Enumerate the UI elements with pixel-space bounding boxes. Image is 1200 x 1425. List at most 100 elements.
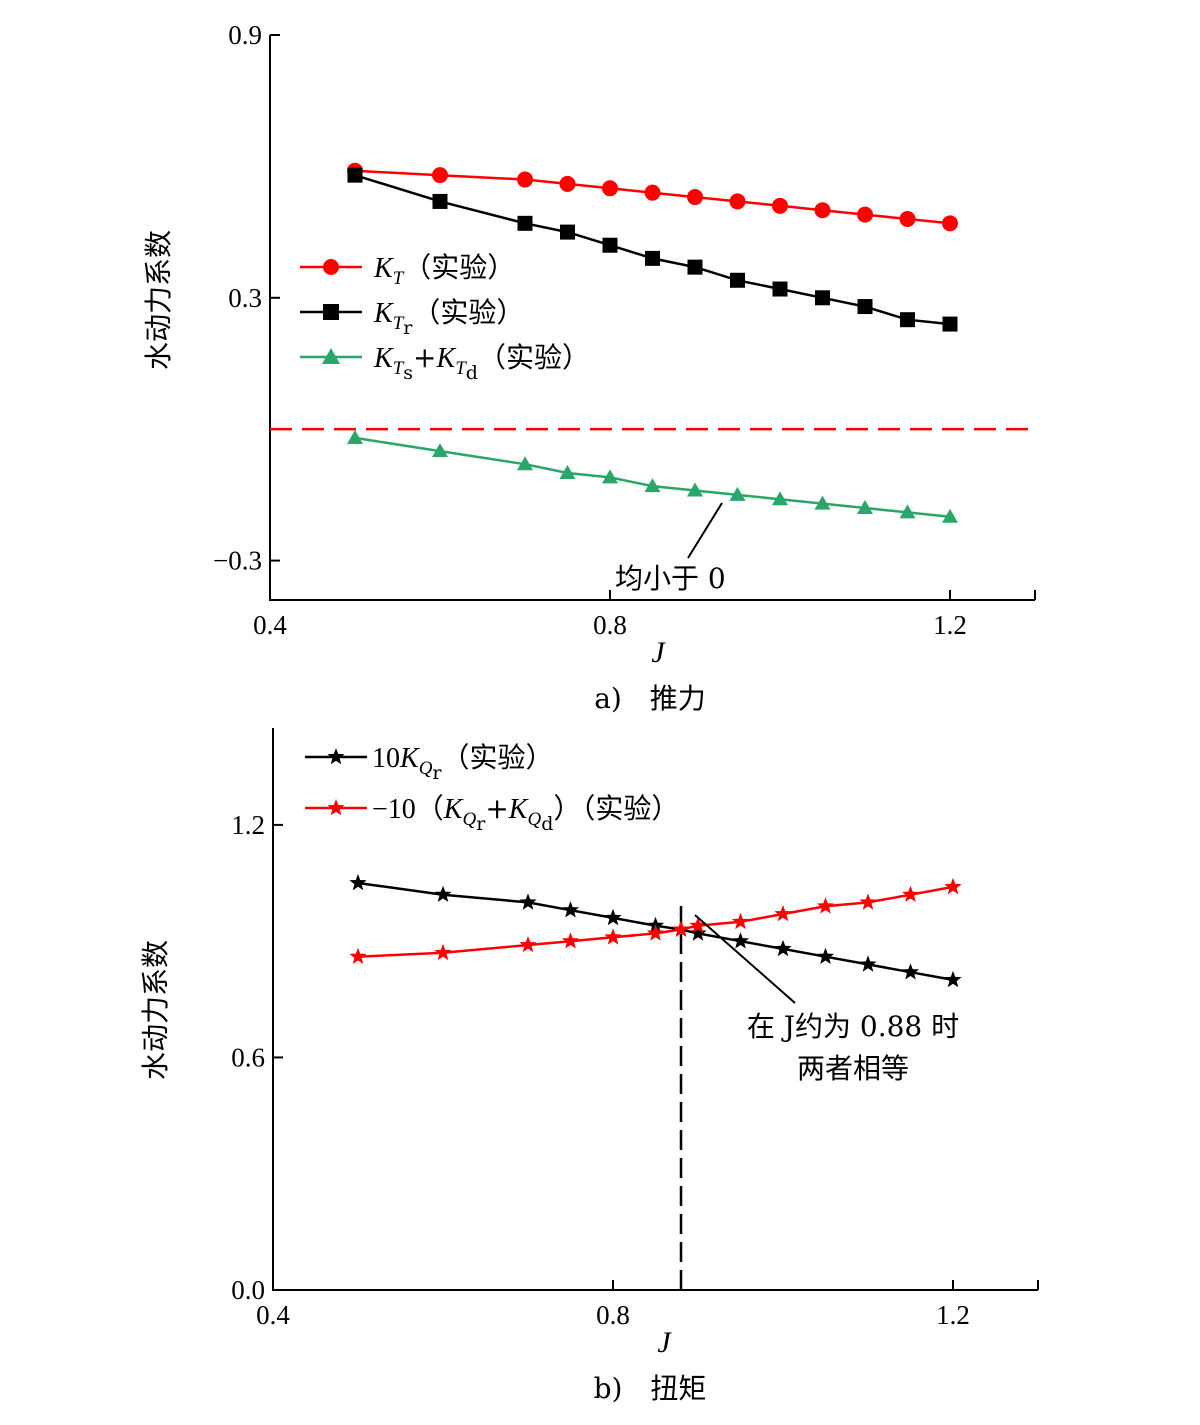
legend-10kqr-prefix: 10 (372, 743, 400, 774)
data-point (559, 175, 576, 192)
data-point (774, 905, 792, 922)
data-point (672, 920, 690, 937)
legend-item-kt: KT（实验） (300, 251, 515, 289)
x-tick-label: 0.4 (256, 1300, 290, 1330)
svg-text:KT（实验）: KT（实验） (373, 251, 515, 289)
data-point (517, 171, 533, 188)
legend-item-neg10: −10（KQr+KQd）（实验） (305, 792, 679, 835)
data-point (857, 299, 873, 315)
data-point (899, 210, 916, 227)
thrust-caption: a) 推力 (594, 682, 706, 715)
y-tick-label: −0.3 (213, 546, 262, 576)
data-point (432, 443, 448, 458)
torque-x-axis-label: J (657, 1326, 672, 1359)
data-point (602, 237, 618, 253)
data-point (687, 259, 703, 275)
legend-neg10-prefix: −10（ (372, 793, 444, 825)
y-tick-label: 0.0 (231, 1275, 265, 1305)
data-point (517, 215, 533, 231)
circle-marker-icon (323, 259, 339, 275)
data-point (774, 939, 792, 957)
data-point (901, 885, 920, 902)
data-point (604, 928, 622, 945)
data-point (731, 932, 750, 949)
data-point (772, 491, 788, 506)
data-point (729, 193, 746, 210)
svg-text:10KQr（实验）: 10KQr（实验） (372, 741, 554, 784)
x-tick-label: 0.8 (596, 1300, 630, 1330)
data-point (347, 429, 363, 444)
data-point (814, 202, 831, 219)
data-point (942, 215, 958, 232)
data-point (646, 924, 665, 941)
data-point (857, 500, 873, 515)
data-point (815, 290, 830, 306)
y-tick-label: 0.6 (231, 1042, 265, 1072)
data-point (942, 316, 958, 332)
data-point (731, 912, 750, 930)
data-point (645, 250, 660, 266)
data-point (349, 874, 367, 891)
data-point (730, 272, 745, 288)
data-point (434, 885, 452, 902)
data-point (347, 167, 363, 183)
data-point (517, 456, 533, 471)
data-point (944, 970, 962, 988)
torque-legend: 10KQr（实验） −10（KQr+KQd）（实验） (305, 741, 679, 835)
legend-kt-label: （实验） (403, 251, 515, 284)
svg-text:KTs+KTd（实验）: KTs+KTd（实验） (373, 341, 590, 384)
data-point (814, 495, 831, 510)
triangle-marker-icon (322, 348, 340, 364)
legend-item-ktsd: KTs+KTd（实验） (300, 341, 590, 384)
y-tick-label: 1.2 (231, 810, 265, 840)
legend-10kqr-label: （实验） (442, 741, 554, 774)
legend-ktsd-label: （实验） (478, 341, 590, 374)
data-point (900, 312, 915, 328)
thrust-legend: KT（实验） KTr（实验） KTs+KTd（实验） (300, 251, 590, 384)
data-point (519, 893, 537, 910)
data-point (687, 482, 703, 497)
star-marker-icon (327, 748, 345, 765)
legend-item-ktr: KTr（实验） (300, 296, 524, 339)
data-point (561, 901, 580, 918)
data-point (644, 478, 661, 493)
data-point (604, 908, 622, 926)
legend-neg10-label: ）（实验） (553, 792, 679, 825)
data-point (944, 877, 962, 895)
data-point (899, 504, 916, 519)
x-tick-label: 1.2 (936, 1300, 970, 1330)
data-point (432, 167, 448, 184)
data-point (561, 932, 580, 949)
data-point (857, 206, 873, 223)
data-point (602, 180, 618, 197)
torque-chart: 0.0 0.6 1.2 0.4 0.8 1.2 水动力系数 J b) 扭矩 在 J约为 … (139, 728, 1039, 1405)
y-tick-label: 0.3 (228, 283, 262, 313)
data-point (901, 963, 920, 980)
data-point (859, 955, 877, 972)
data-point (519, 936, 537, 953)
legend-ktr-label: （实验） (412, 296, 524, 329)
y-tick-label: 0.9 (228, 20, 262, 50)
annotation-leader-line (687, 502, 723, 559)
series-line-0-2 (354, 436, 951, 519)
data-point (816, 947, 835, 964)
data-point (729, 486, 746, 501)
thrust-y-axis-label: 水动力系数 (142, 230, 175, 370)
data-point (349, 947, 367, 964)
x-tick-label: 1.2 (933, 610, 967, 640)
square-marker-icon (323, 304, 339, 320)
thrust-x-axis-label: J (651, 636, 666, 669)
thrust-annotation: 均小于 0 (615, 562, 726, 595)
data-point (942, 508, 958, 523)
data-point (689, 924, 707, 941)
data-point (559, 464, 576, 479)
data-point (560, 224, 575, 240)
legend-item-10kqr: 10KQr（实验） (305, 741, 554, 784)
torque-y-axis-label: 水动力系数 (139, 940, 172, 1080)
svg-text:KTr（实验）: KTr（实验） (373, 296, 524, 339)
data-point (644, 184, 661, 201)
series-line-1-0 (357, 881, 954, 982)
data-point (689, 916, 707, 933)
x-tick-label: 0.8 (593, 610, 627, 640)
